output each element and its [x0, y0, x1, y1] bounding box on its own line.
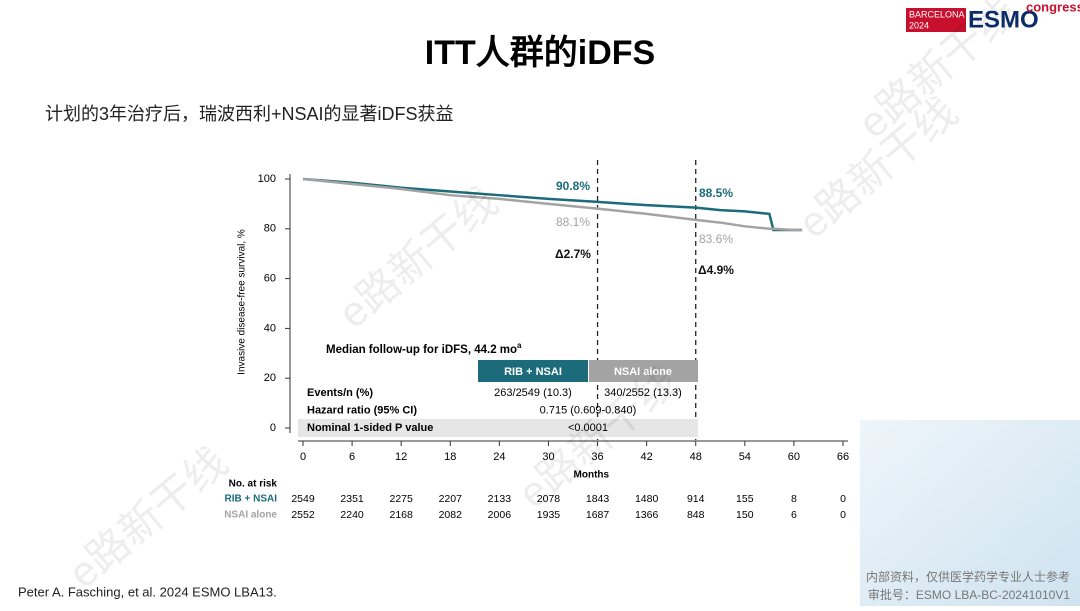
approval: 审批号：ESMO LBA-BC-20241010V1 [868, 587, 1070, 602]
row-label: Events/n (%) [307, 387, 373, 399]
watermark: e路新干线 [59, 438, 236, 597]
risk-count: 2133 [488, 493, 512, 505]
row-value: 340/2552 (13.3) [604, 387, 682, 399]
citation: Peter A. Fasching, et al. 2024 ESMO LBA1… [18, 584, 277, 599]
risk-count: 2351 [340, 493, 364, 505]
risk-count: 150 [736, 509, 754, 521]
risk-count: 1366 [635, 509, 659, 521]
logo-suffix: congress [1026, 0, 1080, 14]
risk-count: 8 [791, 493, 797, 505]
y-tick-label: 0 [270, 422, 276, 434]
x-tick-label: 60 [788, 451, 800, 463]
risk-count: 2082 [439, 509, 463, 521]
stats-title: Median follow-up for iDFS, 44.2 moa [326, 341, 522, 356]
logo-year: 2024 [909, 20, 929, 30]
stats-title-sup: a [517, 341, 522, 350]
risk-count: 0 [840, 493, 846, 505]
risk-row-label: NSAI alone [224, 510, 277, 521]
row-shade [298, 419, 698, 437]
survival-curve [302, 177, 803, 232]
risk-count: 0 [840, 509, 846, 521]
risk-count: 1480 [635, 493, 659, 505]
row-value: <0.0001 [568, 422, 608, 434]
risk-count: 914 [687, 493, 705, 505]
risk-count: 2078 [537, 493, 561, 505]
logo-city: BARCELONA [909, 9, 965, 19]
decor [860, 420, 1080, 606]
x-tick-label: 0 [300, 451, 306, 463]
row-label: Hazard ratio (95% CI) [307, 404, 417, 416]
x-tick-label: 36 [591, 451, 603, 463]
risk-count: 155 [736, 493, 754, 505]
x-tick-label: 66 [837, 451, 849, 463]
row-value: 0.715 (0.609-0.840) [540, 404, 637, 416]
notice: 内部资料，仅供医学药学专业人士参考 [866, 569, 1070, 584]
risk-count: 2549 [291, 493, 315, 505]
annotation: Δ2.7% [555, 247, 591, 261]
x-axis-label: Months [574, 470, 610, 481]
risk-count: 1843 [586, 493, 610, 505]
x-tick-label: 12 [395, 451, 407, 463]
x-tick-label: 30 [542, 451, 554, 463]
risk-count: 2006 [488, 509, 512, 521]
risk-count: 2275 [390, 493, 414, 505]
header-label: NSAI alone [614, 366, 672, 378]
y-axis-label: Invasive disease-free survival, % [237, 229, 248, 375]
risk-count: 6 [791, 509, 797, 521]
header-cell [478, 360, 588, 382]
slide-title: ITT人群的iDFS [425, 34, 655, 72]
risk-row-label: RIB + NSAI [224, 494, 277, 505]
annotation: 88.5% [699, 186, 733, 200]
survival-curve [302, 177, 803, 232]
stats-title-text: Median follow-up for iDFS, 44.2 mo [326, 344, 517, 356]
y-tick-label: 20 [264, 372, 276, 384]
x-tick-label: 24 [493, 451, 505, 463]
risk-count: 1935 [537, 509, 561, 521]
risk-count: 2552 [291, 509, 315, 521]
logo-brand: ESMO [968, 6, 1039, 33]
x-tick-label: 6 [349, 451, 355, 463]
risk-count: 1687 [586, 509, 610, 521]
x-tick-label: 54 [739, 451, 751, 463]
risk-title: No. at risk [229, 479, 278, 490]
row-label: Nominal 1-sided P value [307, 422, 433, 434]
y-tick-label: 60 [264, 273, 276, 285]
annotation: 88.1% [556, 215, 590, 229]
risk-count: 848 [687, 509, 705, 521]
x-tick-label: 48 [690, 451, 702, 463]
annotation: Δ4.9% [698, 263, 734, 277]
x-tick-label: 42 [641, 451, 653, 463]
y-tick-label: 80 [264, 223, 276, 235]
risk-count: 2240 [340, 509, 364, 521]
y-tick-label: 40 [264, 322, 276, 334]
x-tick-label: 18 [444, 451, 456, 463]
y-tick-label: 100 [258, 173, 276, 185]
header-cell [589, 360, 698, 382]
annotation: 90.8% [556, 179, 590, 193]
risk-count: 2168 [390, 509, 414, 521]
annotation: 83.6% [699, 232, 733, 246]
header-label: RIB + NSAI [504, 366, 562, 378]
logo-box [906, 8, 966, 32]
row-value: 263/2549 (10.3) [494, 387, 572, 399]
subtitle: 计划的3年治疗后，瑞波西利+NSAI的显著iDFS获益 [45, 104, 454, 124]
risk-count: 2207 [439, 493, 463, 505]
